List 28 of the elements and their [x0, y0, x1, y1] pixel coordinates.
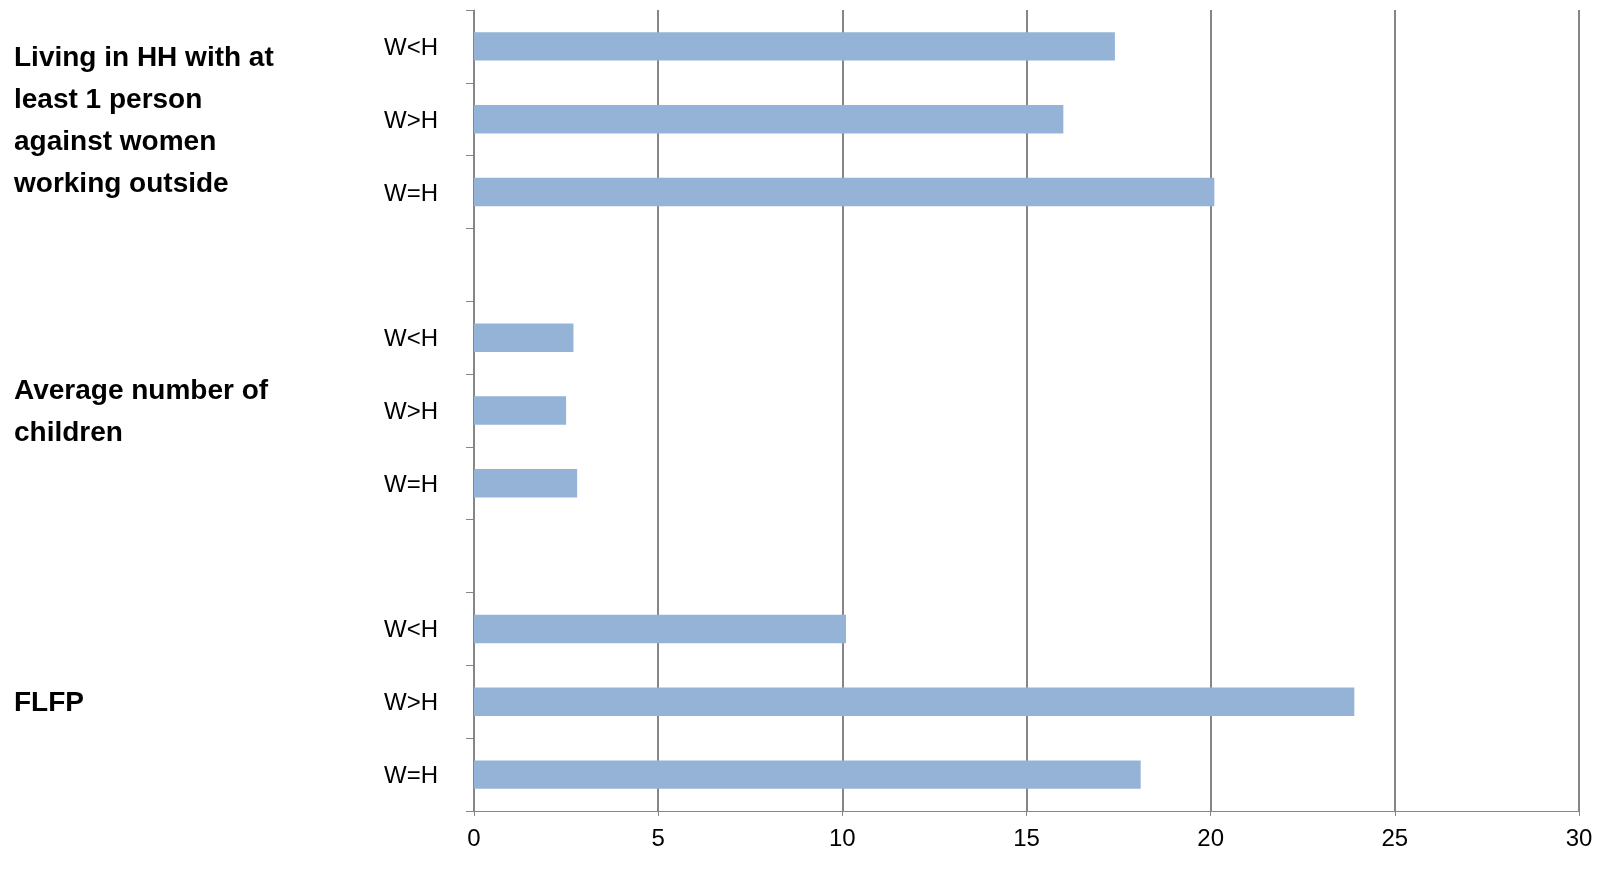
x-tick-label: 25 — [1381, 823, 1409, 851]
x-tick-label: 5 — [651, 823, 665, 851]
x-tick-label: 0 — [467, 823, 481, 851]
bar — [474, 396, 567, 425]
bar — [474, 760, 1141, 789]
x-tick-label: 10 — [828, 823, 856, 851]
y-tick-label: W>H — [384, 105, 438, 133]
bar — [474, 323, 574, 352]
bar — [474, 469, 578, 498]
y-tick-label: W=H — [384, 469, 438, 497]
bar — [474, 32, 1115, 61]
y-tick-label: W>H — [384, 688, 438, 716]
x-tick-label: 15 — [1013, 823, 1040, 851]
x-tick-label: 20 — [1197, 823, 1225, 851]
y-tick-label: W=H — [384, 761, 438, 789]
bar — [474, 614, 847, 644]
y-tick-label: W<H — [384, 615, 438, 643]
y-tick-label: W<H — [384, 32, 438, 60]
y-tick-label: W=H — [384, 178, 438, 206]
y-tick-label: W>H — [384, 397, 438, 424]
text: Average number of children — [14, 374, 276, 447]
bar — [474, 177, 1215, 207]
text: FLFP — [14, 686, 84, 718]
bar — [474, 105, 1064, 134]
x-tick-label: 30 — [1565, 823, 1593, 851]
y-tick-label: W<H — [384, 324, 438, 352]
text: Living in HH with at least 1 person against women working outside — [13, 40, 282, 198]
bar — [474, 687, 1355, 716]
